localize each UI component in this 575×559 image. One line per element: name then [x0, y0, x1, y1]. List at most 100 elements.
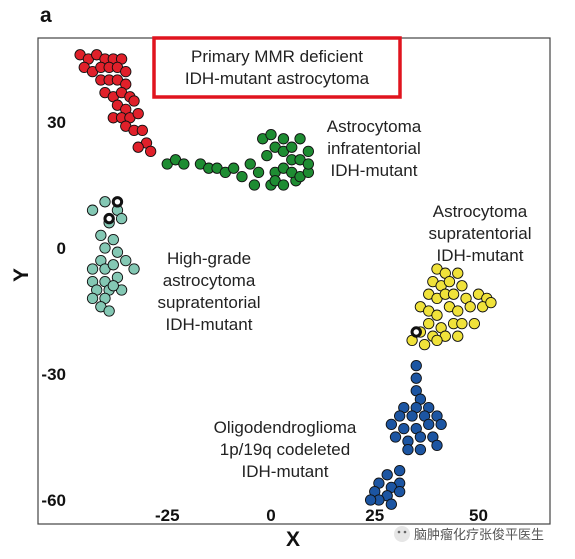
x-tick-label: 25: [365, 506, 384, 525]
scatter-point: [302, 158, 314, 170]
scatter-point: [431, 309, 443, 321]
watermark-text: 脑肿瘤化疗张俊平医生: [414, 527, 544, 543]
cluster-label-line: Astrocytoma: [327, 117, 422, 136]
scatter-point: [99, 242, 111, 254]
tick-labels: -25 0 25 50 30 0 -30 -60: [41, 113, 488, 525]
highlighted-point: [111, 196, 124, 208]
y-tick-label: 0: [57, 239, 66, 258]
scatter-point: [132, 107, 144, 120]
scatter-point: [423, 418, 435, 431]
scatter-point: [128, 263, 140, 275]
highlight-line-1: Primary MMR deficient: [191, 47, 363, 66]
panel-label: a: [40, 4, 52, 27]
x-tick-label: 50: [469, 506, 488, 525]
scatter-point: [410, 372, 422, 384]
scatter-point: [294, 133, 306, 145]
scatter-point: [99, 196, 111, 208]
scatter-point: [265, 128, 277, 141]
cluster-label-line: Astrocytoma: [433, 202, 528, 221]
scatter-point: [385, 418, 397, 431]
scatter-point: [132, 141, 144, 153]
cluster-label-line: infratentorial: [327, 139, 421, 158]
scatter-point: [456, 317, 468, 330]
cluster-label-line: supratentorial: [428, 224, 531, 243]
cluster-label-line: astrocytoma: [163, 271, 256, 290]
scatter-point: [431, 334, 443, 347]
scatter-points: [74, 49, 497, 510]
highlighted-point: [103, 212, 115, 225]
cluster-labels: Astrocytoma infratentorial IDH-mutant High-…: [157, 117, 531, 481]
scatter-point: [128, 95, 140, 107]
cluster-label-line: High-grade: [167, 249, 251, 268]
x-tick-label: 0: [266, 506, 275, 525]
cluster-label-line: supratentorial: [157, 293, 260, 312]
highlighted-point: [410, 326, 422, 338]
scatter-point: [418, 338, 431, 351]
scatter-point: [464, 301, 476, 313]
scatter-point: [286, 141, 298, 153]
wechat-icon-eye-right: [403, 530, 407, 534]
y-tick-label: -30: [41, 365, 66, 384]
scatter-point: [485, 296, 497, 309]
scatter-point: [115, 212, 128, 225]
scatter-point: [389, 431, 402, 443]
wechat-icon-eye-left: [397, 530, 401, 534]
watermark: 脑肿瘤化疗张俊平医生: [394, 526, 544, 543]
scatter-point: [452, 305, 464, 317]
scatter-point: [136, 124, 149, 137]
scatter-point: [447, 288, 460, 300]
cluster-label-line: Oligodendroglioma: [214, 418, 357, 437]
y-tick-label: -60: [41, 491, 66, 510]
wechat-icon: [394, 526, 410, 542]
scatter-point: [406, 410, 418, 422]
x-axis-label: X: [286, 528, 300, 551]
scatter-point: [120, 65, 132, 78]
scatter-point: [452, 330, 464, 342]
scatter-point: [393, 410, 406, 422]
scatter-point: [178, 158, 190, 170]
scatter-point: [393, 485, 406, 498]
scatter-point: [227, 162, 240, 174]
y-tick-label: 30: [47, 113, 66, 132]
scatter-point: [402, 443, 414, 456]
scatter-point: [410, 359, 422, 372]
scatter-point: [443, 275, 456, 288]
scatter-point: [431, 439, 443, 452]
scatter-point: [456, 280, 468, 292]
scatter-point: [381, 469, 393, 481]
scatter-point: [364, 494, 377, 506]
scatter-point: [277, 133, 290, 145]
scatter-point: [414, 443, 427, 456]
scatter-point: [452, 267, 464, 279]
scatter-point: [120, 254, 132, 267]
scatter-point: [435, 418, 447, 431]
scatter-point: [244, 158, 256, 170]
scatter-point: [277, 179, 290, 191]
scatter-point: [111, 246, 124, 258]
cluster-label-line: IDH-mutant: [331, 161, 418, 180]
highlight-frame: [152, 36, 402, 99]
scatter-point: [468, 317, 480, 330]
scatter-point: [144, 145, 157, 158]
scatter-point: [95, 229, 107, 242]
highlight-box: Primary MMR deficient IDH-mutant astrocy…: [152, 36, 402, 99]
scatter-point: [86, 204, 99, 216]
scatter-point: [398, 422, 410, 435]
scatter-point: [261, 149, 273, 162]
highlight-line-2: IDH-mutant astrocytoma: [185, 69, 370, 88]
cluster-label-line: 1p/19q codeleted: [220, 440, 350, 459]
scatter-point: [252, 166, 265, 179]
cluster-label-line: IDH-mutant: [166, 315, 253, 334]
scatter-point: [393, 464, 406, 477]
scatter-point: [107, 259, 119, 271]
scatter-point: [107, 233, 119, 246]
scatter-point: [236, 170, 248, 183]
scatter-point: [423, 317, 435, 330]
scatter-point: [107, 280, 119, 292]
cluster-label-line: IDH-mutant: [242, 462, 329, 481]
scatter-point: [248, 179, 261, 191]
scatter-point: [86, 263, 99, 275]
scatter-point: [302, 145, 314, 158]
scatter-point: [385, 498, 397, 510]
